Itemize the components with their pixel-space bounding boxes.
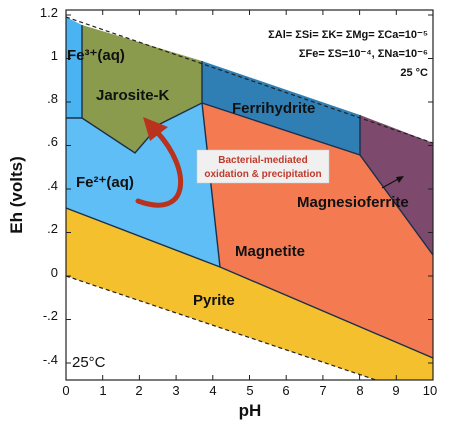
fe3-aq-field [66,17,82,118]
ferrihydrite-field [202,61,360,155]
x-tick-label: 10 [423,383,437,398]
ferrihydrite-label: Ferrihydrite [232,100,315,117]
conditions-line-1: ΣAl= ΣSi= ΣK= ΣMg= ΣCa=10⁻⁵ [268,29,428,41]
tick-marks [65,10,434,380]
y-tick-label: 1 [51,48,58,63]
y-tick-label: 0 [51,265,58,280]
conditions-line-2: ΣFe= ΣS=10⁻⁴, ΣNa=10⁻⁶ [299,48,428,60]
annotation-box [196,149,330,184]
magnesioferrite-label: Magnesioferrite [297,194,409,211]
jarosite-k-label: Jarosite-K [96,87,170,104]
x-tick-label: 0 [62,383,69,398]
fe2-aq-label: Fe²⁺(aq) [76,174,134,191]
x-tick-label: 4 [209,383,216,398]
fe2-aq-field [66,103,220,267]
x-tick-label: 8 [356,383,363,398]
temperature-label: 25°C [72,354,106,371]
y-tick-labels: -.4 -.2 0 .2 .4 .6 .8 1 1.2 [40,5,58,367]
x-tick-label: 1 [99,383,106,398]
pyrite-field [66,208,433,380]
x-tick-label: 9 [392,383,399,398]
annotation-line-1: Bacterial-mediated [218,155,307,166]
x-tick-label: 2 [135,383,142,398]
conditions-line-3: 25 °C [400,67,428,79]
jarosite-k-field [82,25,202,153]
y-axis-title: Eh (volts) [7,156,26,233]
x-axis-title: pH [239,401,262,420]
pyrite-label: Pyrite [193,292,235,309]
fe3-aq-label: Fe³⁺(aq) [67,47,125,64]
y-tick-label: -.2 [43,308,58,323]
y-tick-label: .6 [47,134,58,149]
magnesioferrite-pointer-head [396,176,404,183]
magnesioferrite-field [360,115,433,255]
y-tick-label: .2 [47,221,58,236]
y-tick-label: .4 [47,178,58,193]
y-tick-label: 1.2 [40,5,58,20]
oxidation-arrow-head [143,117,168,141]
water-stability-limits [65,16,434,381]
oxidation-arrow [135,129,184,208]
y-tick-label: .8 [47,91,58,106]
magnetite-label: Magnetite [235,243,305,260]
x-tick-label: 6 [282,383,289,398]
x-tick-label: 3 [172,383,179,398]
x-tick-label: 5 [246,383,253,398]
x-tick-label: 7 [319,383,326,398]
y-tick-label: -.4 [43,352,58,367]
annotation-line-2: oxidation & precipitation [204,169,321,180]
x-tick-labels: 0 1 2 3 4 5 6 7 8 9 10 [62,383,437,398]
magnesioferrite-pointer [381,177,401,189]
